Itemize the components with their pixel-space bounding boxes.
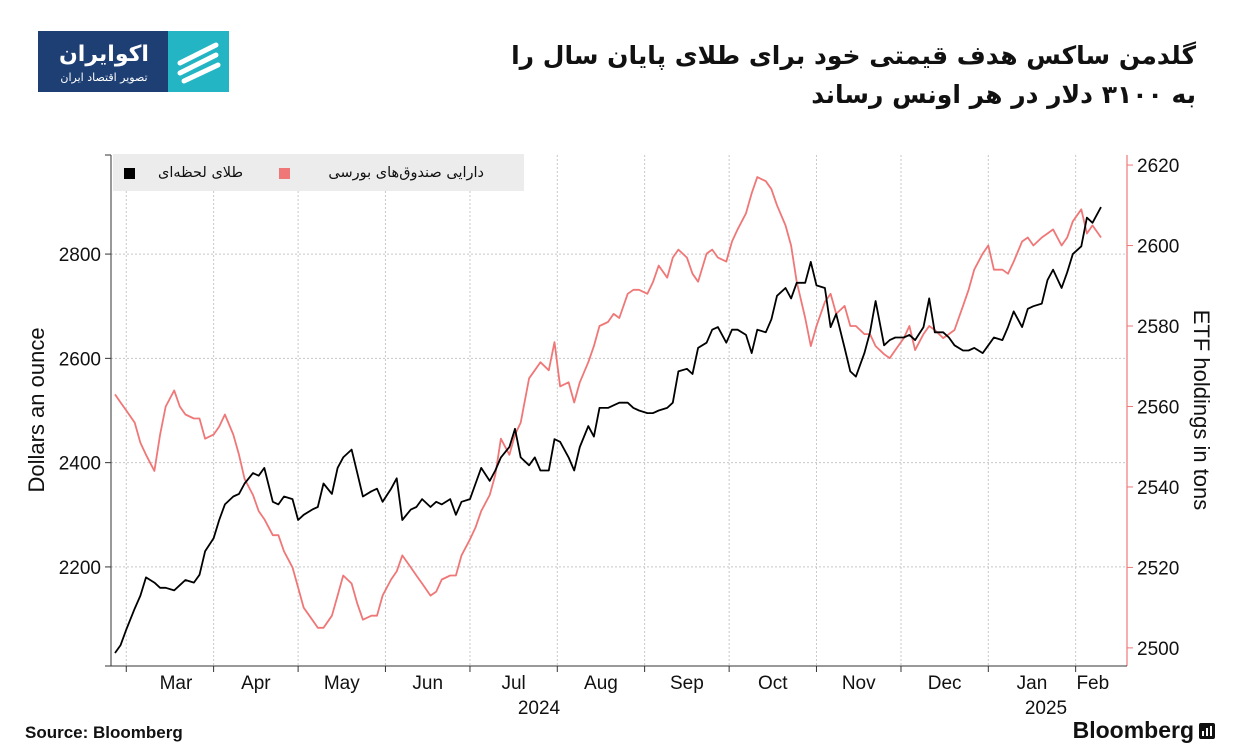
y-right-tick-label: 2600 [1137,237,1179,258]
legend-label-spot: طلای لحظه‌ای [158,165,243,181]
y-left-tick-label: 2400 [59,454,101,475]
bloomberg-wordmark: Bloomberg [1072,717,1194,743]
y-axis-left-label: Dollars an ounce [24,327,49,492]
legend: طلای لحظه‌ای دارایی صندوق‌های بورسی [113,154,524,191]
source-note: Source: Bloomberg [25,723,183,742]
legend-swatch-etf [279,168,290,179]
y-right-tick-label: 2520 [1137,558,1179,579]
chart-title: گلدمن ساکس هدف قیمتی خود برای طلای پایان… [436,36,1196,114]
x-tick-label: Oct [758,673,788,694]
x-tick-label: Jul [501,673,525,694]
x-tick-label: Dec [928,673,962,694]
x-tick-label: Jan [1017,673,1048,694]
bloomberg-terminal-icon [1199,722,1215,739]
x-tick-label: Nov [842,673,876,694]
x-tick-label: May [324,673,360,694]
legend-background [113,154,524,191]
x-year-label: 2024 [518,698,561,719]
chart-title-line-1: گلدمن ساکس هدف قیمتی خود برای طلای پایان… [511,41,1196,70]
y-right-tick-label: 2560 [1137,397,1179,418]
x-tick-label: Mar [160,673,193,694]
y-axis-right-label: ETF holdings in tons [1189,310,1214,511]
y-right-tick-label: 2500 [1137,639,1179,660]
y-left-tick-label: 2800 [59,245,101,266]
y-right-tick-label: 2540 [1137,478,1179,499]
bloomberg-brand: Bloomberg [1073,717,1215,744]
chart-title-line-2: به ۳۱۰۰ دلار در هر اونس رساند [811,80,1196,109]
x-year-label: 2025 [1025,698,1067,719]
y-right-tick-label: 2620 [1137,156,1179,177]
x-tick-label: Feb [1076,673,1109,694]
legend-swatch-spot [124,168,135,179]
grid [111,155,1127,666]
y-left-tick-label: 2600 [59,349,101,370]
logo-name: اکوایران [59,42,149,67]
x-tick-label: Aug [584,673,618,694]
axes: 2200 2400 2600 2800 2500 2520 2540 2560 2580 2600… [59,154,1179,719]
logo-emblem-stripes [177,42,221,84]
ecoiran-logo: اکوایران تصویر اقتصاد ایران [38,31,229,92]
series [114,176,1102,654]
x-tick-label: Sep [670,673,704,694]
x-tick-label: Jun [412,673,443,694]
logo-tagline: تصویر اقتصاد ایران [60,71,147,84]
legend-label-etf: دارایی صندوق‌های بورسی [328,165,484,181]
y-left-tick-label: 2200 [59,558,101,579]
series-line-spot-gold [114,206,1102,654]
series-line-etf-holdings [114,176,1102,629]
x-tick-label: Apr [241,673,271,694]
y-right-tick-label: 2580 [1137,317,1179,338]
